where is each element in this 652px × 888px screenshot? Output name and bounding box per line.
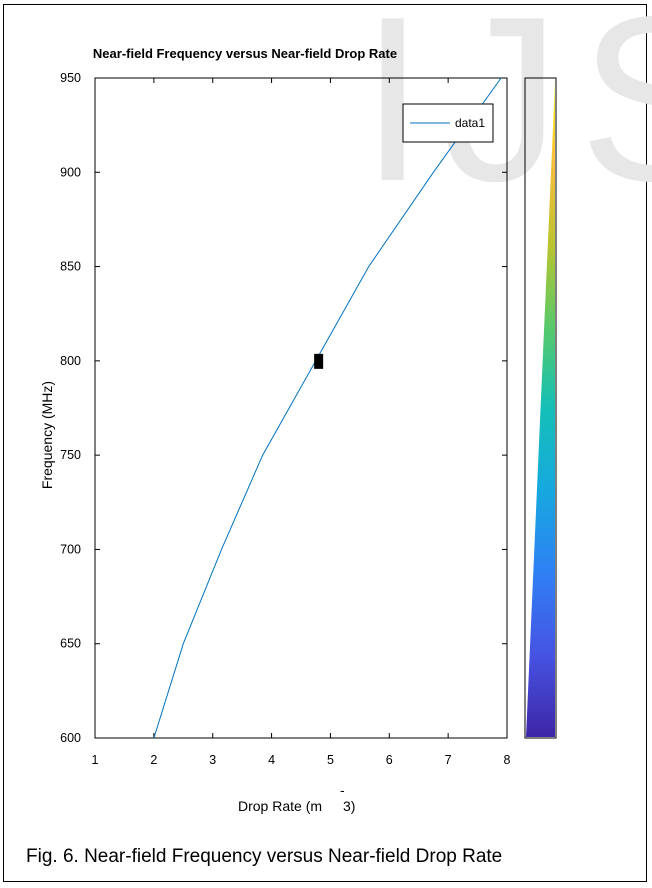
y-tick-label: 800 <box>60 354 81 368</box>
figure-caption: Fig. 6. Near-field Frequency versus Near… <box>26 846 503 867</box>
plot-area <box>94 77 508 739</box>
x-axis-label-tail: 3) <box>343 798 355 814</box>
chart-title: Near-field Frequency versus Near-field D… <box>93 46 397 61</box>
x-tick-label: 6 <box>386 753 393 767</box>
x-axis-label: Drop Rate (m - 3) <box>238 782 355 814</box>
series-line-data1 <box>153 77 502 739</box>
y-tick-label: 950 <box>60 71 81 85</box>
x-tick-label: 5 <box>327 753 334 767</box>
colorbar-frame <box>524 77 557 739</box>
x-tick-label: 1 <box>92 753 99 767</box>
y-tick-label: 750 <box>60 448 81 462</box>
y-tick-label: 900 <box>60 165 81 179</box>
colorbar <box>524 77 557 739</box>
y-tick-label: 700 <box>60 542 81 556</box>
x-axis-label-superscript: - <box>340 782 345 798</box>
data-marker <box>314 353 324 369</box>
legend-label-data1: data1 <box>455 116 485 130</box>
colorbar-fill <box>526 82 555 737</box>
y-tick-label: 850 <box>60 260 81 274</box>
y-axis-ticks: 600 650 700 750 800 850 900 950 <box>60 71 507 745</box>
figure-frame <box>3 4 647 882</box>
x-tick-label: 7 <box>445 753 452 767</box>
x-tick-label: 8 <box>504 753 511 767</box>
y-tick-label: 600 <box>60 731 81 745</box>
x-axis-label-main: Drop Rate (m <box>238 798 322 814</box>
x-tick-label: 3 <box>209 753 216 767</box>
x-tick-label: 4 <box>268 753 275 767</box>
series-group <box>153 77 502 739</box>
y-tick-label: 650 <box>60 637 81 651</box>
x-axis-ticks: 1 2 3 4 5 6 7 8 <box>92 78 511 767</box>
y-axis-label: Frequency (MHz) <box>39 381 55 489</box>
x-tick-label: 2 <box>150 753 157 767</box>
legend[interactable]: data1 <box>402 103 494 143</box>
